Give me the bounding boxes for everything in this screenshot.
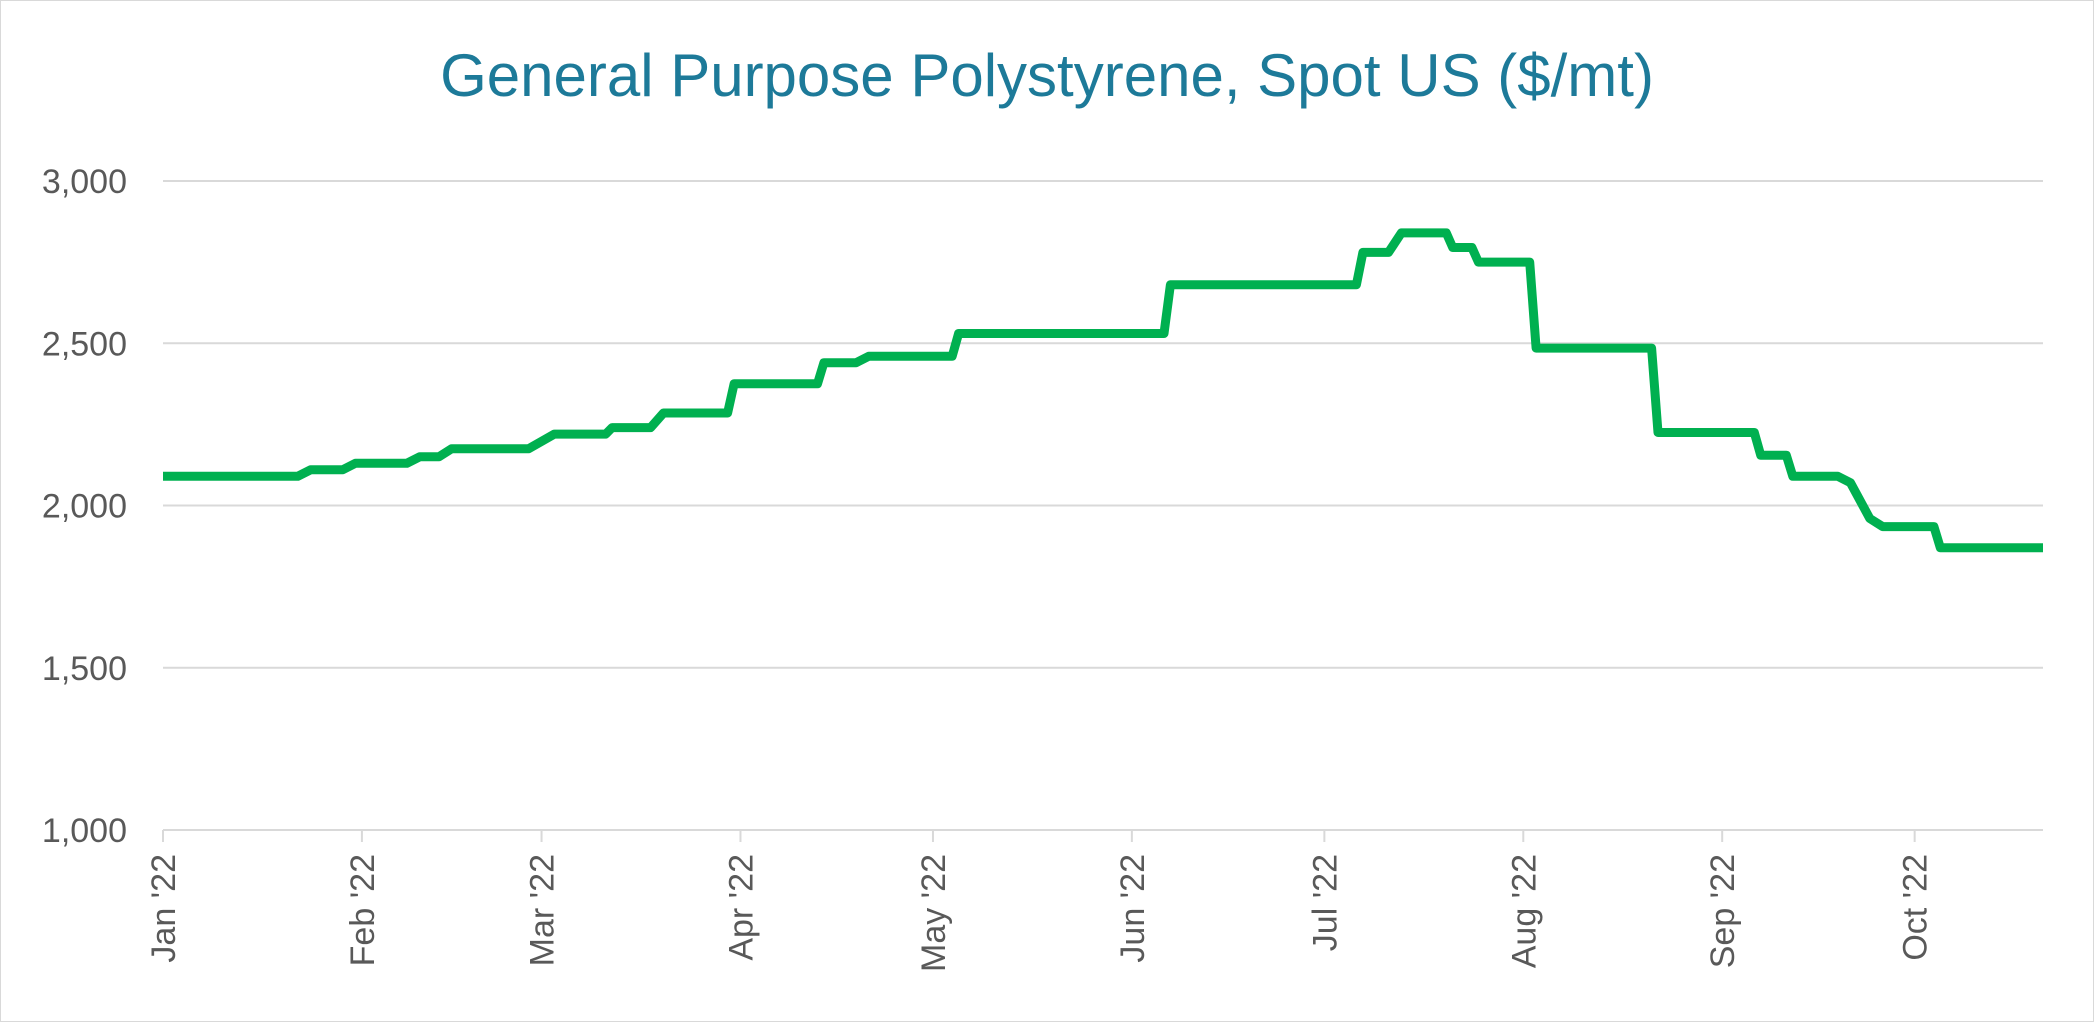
x-tick-label: Jun '22 (1114, 854, 1152, 963)
y-axis-ticks: 1,000 1,500 2,000 2,500 3,000 (42, 163, 127, 850)
x-tick-label: Feb '22 (344, 854, 382, 966)
x-tick-label: Jul '22 (1306, 854, 1344, 951)
x-tick-label: Jan '22 (145, 854, 183, 963)
y-tick-label: 2,500 (42, 325, 127, 363)
x-tick-label: Aug '22 (1505, 854, 1543, 968)
y-tick-label: 1,500 (42, 650, 127, 688)
y-tick-label: 2,000 (42, 488, 127, 526)
x-tick-label: Oct '22 (1897, 854, 1935, 961)
x-tick-label: Apr '22 (722, 854, 760, 961)
x-axis-ticks: Jan '22 Feb '22 Mar '22 Apr '22 May '22 Jun '… (145, 830, 1935, 972)
gridlines (163, 180, 2043, 669)
x-tick-label: Sep '22 (1704, 854, 1742, 968)
y-tick-label: 1,000 (42, 812, 127, 850)
series-line (163, 228, 2043, 553)
x-tick-label: Mar '22 (524, 854, 562, 966)
series-group (163, 228, 2043, 553)
y-tick-label: 3,000 (42, 163, 127, 201)
x-tick-label: May '22 (915, 854, 953, 972)
chart-title: General Purpose Polystyrene, Spot US ($/… (440, 42, 1654, 109)
